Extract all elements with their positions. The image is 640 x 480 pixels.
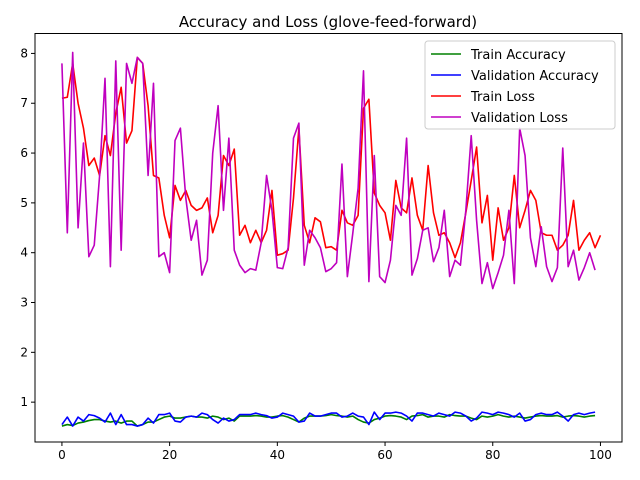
y-tick-label: 1 — [20, 395, 28, 409]
plot-frame — [34, 33, 623, 443]
y-tick-label: 4 — [20, 246, 28, 260]
legend: Train Accuracy Validation Accuracy Train L… — [424, 40, 616, 130]
y-tick-label: 5 — [20, 196, 28, 210]
legend-label: Train Accuracy — [470, 48, 566, 63]
series-line-2 — [61, 56, 602, 261]
y-axis: 1 2 3 4 5 6 7 8 — [20, 46, 35, 409]
chart-title: Accuracy and Loss (glove-feed-forward) — [179, 13, 477, 31]
series-line-1 — [61, 411, 596, 427]
legend-label: Train Loss — [470, 90, 535, 105]
y-tick-label: 3 — [20, 296, 28, 310]
y-tick-label: 7 — [20, 96, 28, 110]
legend-box — [424, 40, 616, 130]
x-tick-label: 60 — [377, 448, 392, 462]
series-layer — [61, 51, 602, 427]
x-tick-label: 20 — [162, 448, 177, 462]
x-tick-label: 0 — [58, 448, 66, 462]
x-tick-label: 100 — [589, 448, 612, 462]
legend-label: Validation Accuracy — [471, 69, 599, 84]
x-tick-label: 40 — [270, 448, 285, 462]
y-tick-label: 6 — [20, 146, 28, 160]
x-tick-label: 80 — [485, 448, 500, 462]
y-tick-label: 8 — [20, 46, 28, 60]
legend-label: Validation Loss — [471, 111, 568, 126]
series-line-0 — [61, 413, 596, 427]
x-axis: 0 20 40 60 80 100 — [58, 442, 612, 462]
y-tick-label: 2 — [20, 345, 28, 359]
series-line-3 — [61, 51, 596, 290]
